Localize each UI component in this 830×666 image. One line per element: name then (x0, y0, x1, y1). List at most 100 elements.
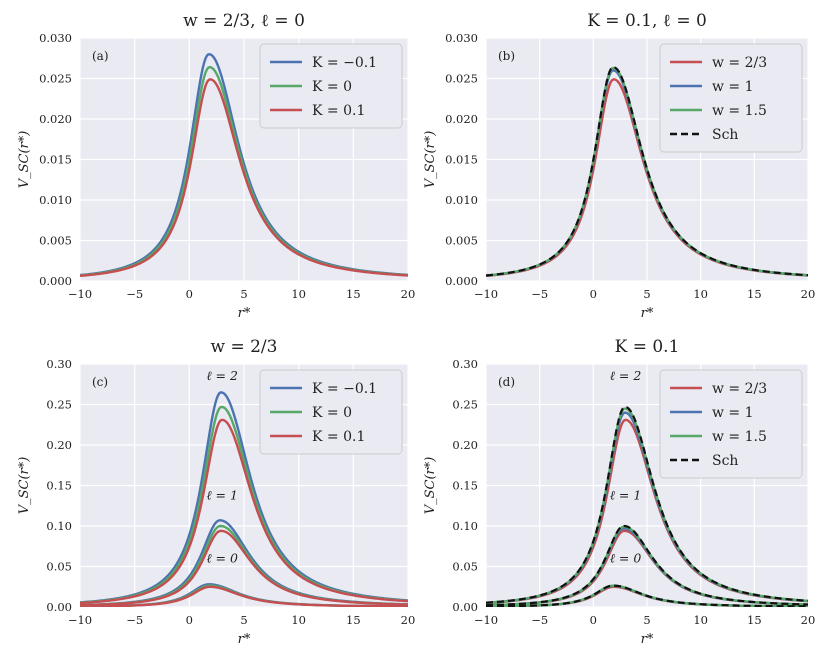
series-line (80, 529, 408, 607)
series-line (486, 66, 808, 277)
x-tick-label: 5 (643, 287, 650, 301)
panel-label: (d) (498, 375, 515, 389)
legend-label: K = 0 (312, 79, 352, 95)
x-tick-label: 15 (346, 287, 361, 301)
legend-label: K = 0.1 (312, 103, 365, 119)
legend-box (259, 43, 403, 129)
x-tick-label: 5 (643, 613, 650, 627)
x-tick-label: 5 (240, 613, 247, 627)
annotation-label: ℓ = 2 (610, 368, 642, 383)
x-tick-label: −10 (474, 287, 498, 301)
y-tick-label: 0.030 (39, 31, 72, 45)
x-tick-label: 15 (747, 613, 762, 627)
y-tick-label: 0.25 (452, 398, 478, 412)
y-tick-label: 0.05 (452, 560, 478, 574)
y-tick-label: 0.020 (445, 112, 478, 126)
y-tick-label: 0.25 (46, 398, 72, 412)
y-tick-label: 0.30 (46, 357, 72, 371)
x-tick-label: 0 (186, 287, 193, 301)
y-tick-label: 0.30 (452, 357, 478, 371)
annotation-label: ℓ = 1 (610, 487, 642, 502)
x-tick-label: 20 (401, 287, 416, 301)
panel-0: −10 −5 0 5 10 15 20 0.000 0.005 0.010 0.015 0.020 0.… (17, 11, 415, 321)
panel-label: (c) (92, 375, 108, 389)
annotation-label: ℓ = 0 (610, 550, 642, 565)
x-tick-label: 0 (590, 287, 597, 301)
y-tick-label: 0.025 (445, 72, 478, 86)
y-tick-label: 0.000 (39, 274, 72, 288)
x-axis-label: r* (238, 632, 251, 647)
legend-label: w = 2/3 (712, 381, 767, 397)
x-tick-label: 0 (186, 613, 193, 627)
legend-label: w = 1 (712, 405, 754, 421)
series-line (486, 584, 808, 607)
y-tick-label: 0.015 (39, 153, 72, 167)
y-tick-label: 0.010 (39, 193, 72, 207)
panel-label: (a) (92, 49, 109, 63)
y-tick-label: 0.10 (452, 519, 478, 533)
series-line (486, 524, 808, 607)
y-tick-label: 0.20 (452, 438, 478, 452)
x-tick-label: 20 (401, 613, 416, 627)
x-tick-label: 15 (747, 287, 762, 301)
legend-label: w = 1 (712, 79, 754, 95)
x-tick-label: −10 (68, 287, 92, 301)
annotation-label: ℓ = 0 (206, 550, 238, 565)
x-tick-label: 10 (693, 613, 708, 627)
y-axis-label: V_SC(r*) (17, 457, 32, 515)
chart-title: K = 0.1, ℓ = 0 (587, 11, 707, 31)
y-tick-label: 0.00 (46, 600, 72, 614)
series-line (80, 418, 408, 605)
x-tick-label: 5 (240, 287, 247, 301)
panel-2: −10 −5 0 5 10 15 20 0.00 0.05 0.10 0.15 0.20 0.25 0.3… (17, 337, 415, 647)
legend-box (659, 43, 803, 153)
x-tick-label: −5 (531, 613, 548, 627)
x-axis-label: r* (238, 306, 251, 321)
legend-label: Sch (712, 453, 738, 469)
legend-label: K = −0.1 (312, 55, 377, 71)
annotation-label: ℓ = 2 (206, 368, 238, 383)
legend-label: K = −0.1 (312, 381, 377, 397)
y-tick-label: 0.005 (39, 234, 72, 248)
x-tick-label: 15 (346, 613, 361, 627)
annotation-label: ℓ = 1 (206, 487, 238, 502)
chart-title: w = 2/3 (211, 337, 278, 357)
series-line (80, 78, 408, 278)
y-tick-label: 0.20 (46, 438, 72, 452)
chart-title: w = 2/3, ℓ = 0 (183, 11, 305, 31)
legend-label: w = 1.5 (712, 429, 767, 445)
y-tick-label: 0.10 (46, 519, 72, 533)
legend-label: w = 1.5 (712, 103, 767, 119)
x-axis-label: r* (641, 306, 654, 321)
legend-label: K = 0.1 (312, 429, 365, 445)
x-tick-label: 10 (291, 287, 306, 301)
x-tick-label: −10 (474, 613, 498, 627)
legend-label: K = 0 (312, 405, 352, 421)
series-line (80, 585, 408, 607)
legend-box (259, 369, 403, 455)
y-tick-label: 0.05 (46, 560, 72, 574)
x-tick-label: −5 (531, 287, 548, 301)
y-tick-label: 0.015 (445, 153, 478, 167)
y-tick-label: 0.000 (445, 274, 478, 288)
y-tick-label: 0.020 (39, 112, 72, 126)
y-tick-label: 0.15 (452, 479, 478, 493)
y-tick-label: 0.15 (46, 479, 72, 493)
y-axis-label: V_SC(r*) (423, 131, 438, 189)
x-tick-label: 0 (590, 613, 597, 627)
x-tick-label: 20 (801, 287, 816, 301)
y-tick-label: 0.030 (445, 31, 478, 45)
x-axis-label: r* (641, 632, 654, 647)
x-tick-label: −5 (126, 287, 143, 301)
chart-title: K = 0.1 (615, 337, 680, 357)
y-axis-label: V_SC(r*) (423, 457, 438, 515)
x-tick-label: 10 (291, 613, 306, 627)
y-tick-label: 0.025 (39, 72, 72, 86)
panel-1: −10 −5 0 5 10 15 20 0.000 0.005 0.010 0.015 0.020 0.… (423, 11, 815, 321)
series-line (486, 405, 808, 604)
x-tick-label: −10 (68, 613, 92, 627)
panel-3: −10 −5 0 5 10 15 20 0.00 0.05 0.10 0.15 0.20 0.25 0.3… (423, 337, 815, 647)
x-tick-label: 20 (801, 613, 816, 627)
x-tick-label: −5 (126, 613, 143, 627)
